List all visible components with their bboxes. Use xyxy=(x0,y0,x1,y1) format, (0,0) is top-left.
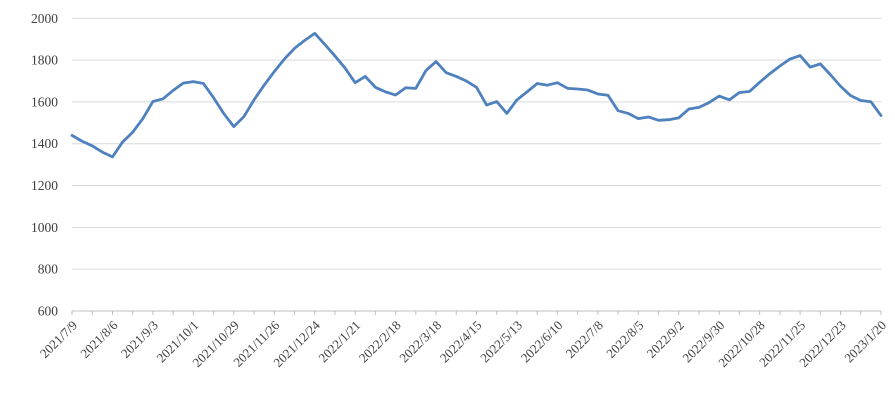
data-series-line xyxy=(70,31,883,159)
y-tick-label: 800 xyxy=(38,262,59,277)
x-tick-label: 2022/6/10 xyxy=(518,318,566,366)
x-tick-label: 2022/4/15 xyxy=(437,318,485,366)
y-tick-label: 1800 xyxy=(31,53,58,68)
y-tick-label: 600 xyxy=(38,304,59,319)
x-tick-label: 2021/7/9 xyxy=(37,318,80,361)
x-tick-label: 2022/5/13 xyxy=(477,318,525,366)
y-tick-label: 1400 xyxy=(31,136,58,151)
x-tick-label: 2022/2/18 xyxy=(356,318,404,366)
y-tick-label: 1200 xyxy=(31,178,58,193)
y-tick-label: 2000 xyxy=(31,11,58,26)
x-tick-label: 2021/8/6 xyxy=(77,317,121,361)
x-tick-label: 2022/8/5 xyxy=(603,318,646,361)
y-tick-label: 1600 xyxy=(31,94,58,109)
x-tick-label: 2022/3/18 xyxy=(396,318,444,366)
x-tick-label: 2022/1/21 xyxy=(315,318,363,366)
x-tick-label: 2022/7/8 xyxy=(563,318,606,361)
x-tick-label: 2023/1/20 xyxy=(841,318,889,366)
y-tick-label: 1000 xyxy=(31,220,58,235)
